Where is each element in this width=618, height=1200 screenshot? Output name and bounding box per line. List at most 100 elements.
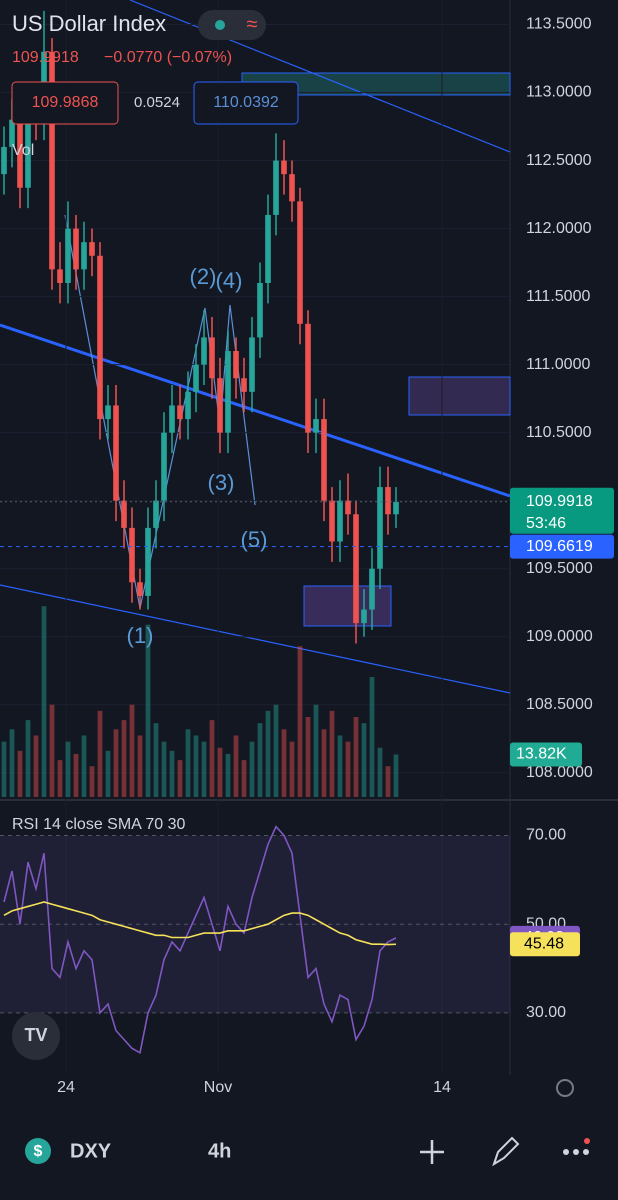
candle-body: [89, 242, 95, 256]
zone: [303, 585, 392, 627]
bid: 109.9868: [32, 94, 99, 111]
trendline: [0, 584, 511, 694]
volume-bar: [265, 710, 271, 797]
draw-button[interactable]: [492, 1136, 520, 1167]
candle-body: [305, 323, 311, 433]
candle-body: [257, 282, 263, 338]
candle-body: [81, 242, 87, 270]
wave-label: (5): [241, 527, 268, 552]
volume-bar: [217, 747, 223, 797]
y-tick-label: 111.0000: [526, 356, 590, 373]
logo: [12, 1012, 60, 1060]
candle-body: [217, 378, 223, 433]
candle-body: [377, 487, 383, 569]
y-tick-label: 109.5000: [526, 560, 593, 577]
candle-body: [129, 527, 135, 583]
volume-bar: [129, 704, 135, 797]
symbol[interactable]: DXY: [70, 1140, 112, 1162]
candle-body: [9, 119, 15, 147]
symbol-icon-text: $: [34, 1143, 43, 1160]
quote-change: −0.0770 (−0.07%): [104, 49, 232, 66]
status-dot: [215, 20, 225, 30]
volume-bar: [137, 735, 143, 797]
y-tick-label: 113.5000: [526, 16, 592, 33]
volume-bar: [257, 723, 263, 797]
settings-icon[interactable]: [556, 1079, 574, 1097]
volume-bar: [241, 760, 247, 797]
volume-bar: [297, 646, 303, 797]
volume-bar: [33, 735, 39, 797]
candle-body: [209, 337, 215, 379]
candle-body: [369, 568, 375, 610]
more-button[interactable]: [563, 1138, 590, 1155]
candle-body: [145, 527, 151, 596]
candle-body: [265, 214, 271, 283]
candle-body: [113, 405, 119, 501]
interval[interactable]: 4h: [208, 1140, 231, 1162]
candle-body: [313, 419, 319, 433]
spread: 0.0524: [134, 94, 180, 111]
volume-bar: [209, 720, 215, 797]
volume-bar: [57, 760, 63, 797]
candle-body: [105, 405, 111, 420]
last-price-box: [510, 487, 614, 534]
volume-bar: [89, 766, 95, 797]
volume-bar: [9, 729, 15, 797]
candle-body: [385, 487, 391, 515]
badge: [198, 10, 266, 40]
volume-bar: [369, 677, 375, 797]
volume-bar: [361, 723, 367, 797]
volume-bar: [337, 735, 343, 797]
volume-bar: [377, 747, 383, 797]
last-price-label: 109.9918: [526, 493, 593, 510]
volume-bar: [305, 717, 311, 797]
x-tick-label: Nov: [204, 1079, 232, 1096]
title: US Dollar Index: [12, 11, 166, 36]
candle-body: [345, 500, 351, 515]
volume-bar: [185, 729, 191, 797]
candle-body: [297, 201, 303, 324]
bid-box[interactable]: [11, 81, 119, 125]
ask-box[interactable]: [193, 81, 299, 125]
candle-body: [73, 228, 79, 270]
candle-body: [361, 609, 367, 624]
wave-label: (4): [216, 268, 243, 293]
candle-body: [177, 405, 183, 420]
symbol-icon: [25, 1138, 51, 1164]
candle-body: [137, 582, 143, 596]
candle-body: [353, 514, 359, 624]
volume-bar: [17, 750, 23, 797]
volume-bar: [393, 754, 399, 797]
marker-price-label: 109.6619: [526, 538, 593, 555]
countdown: 53:46: [526, 515, 566, 532]
icon: ≈: [247, 13, 258, 35]
series-line: [3, 901, 397, 946]
volume-last-label: 13.82K: [516, 746, 567, 763]
volume-bar: [321, 729, 327, 797]
candle-body: [193, 364, 199, 392]
volume-bar: [121, 720, 127, 797]
y-tick-label: 30.00: [526, 1004, 566, 1021]
volume-bar: [113, 729, 119, 797]
series-line: [3, 825, 397, 1055]
volume-bar: [201, 741, 207, 797]
wave-label: (1): [127, 623, 154, 648]
rsi-title: RSI 14 close SMA 70 30: [12, 816, 186, 833]
volume-bar: [345, 741, 351, 797]
volume-bar: [233, 735, 239, 797]
volume-bar: [385, 766, 391, 797]
candle-body: [25, 106, 31, 188]
candle-body: [169, 405, 175, 433]
wave-label: (3): [208, 470, 235, 495]
x-tick-label: 24: [57, 1079, 75, 1096]
volume-bar: [273, 704, 279, 797]
candle-body: [153, 500, 159, 528]
volume-bar: [105, 750, 111, 797]
y-tick-label: 113.0000: [526, 84, 592, 101]
y-tick-label: 110.5000: [526, 424, 592, 441]
volume-bar: [73, 753, 79, 797]
add-button[interactable]: [420, 1140, 444, 1164]
zone: [408, 376, 511, 416]
